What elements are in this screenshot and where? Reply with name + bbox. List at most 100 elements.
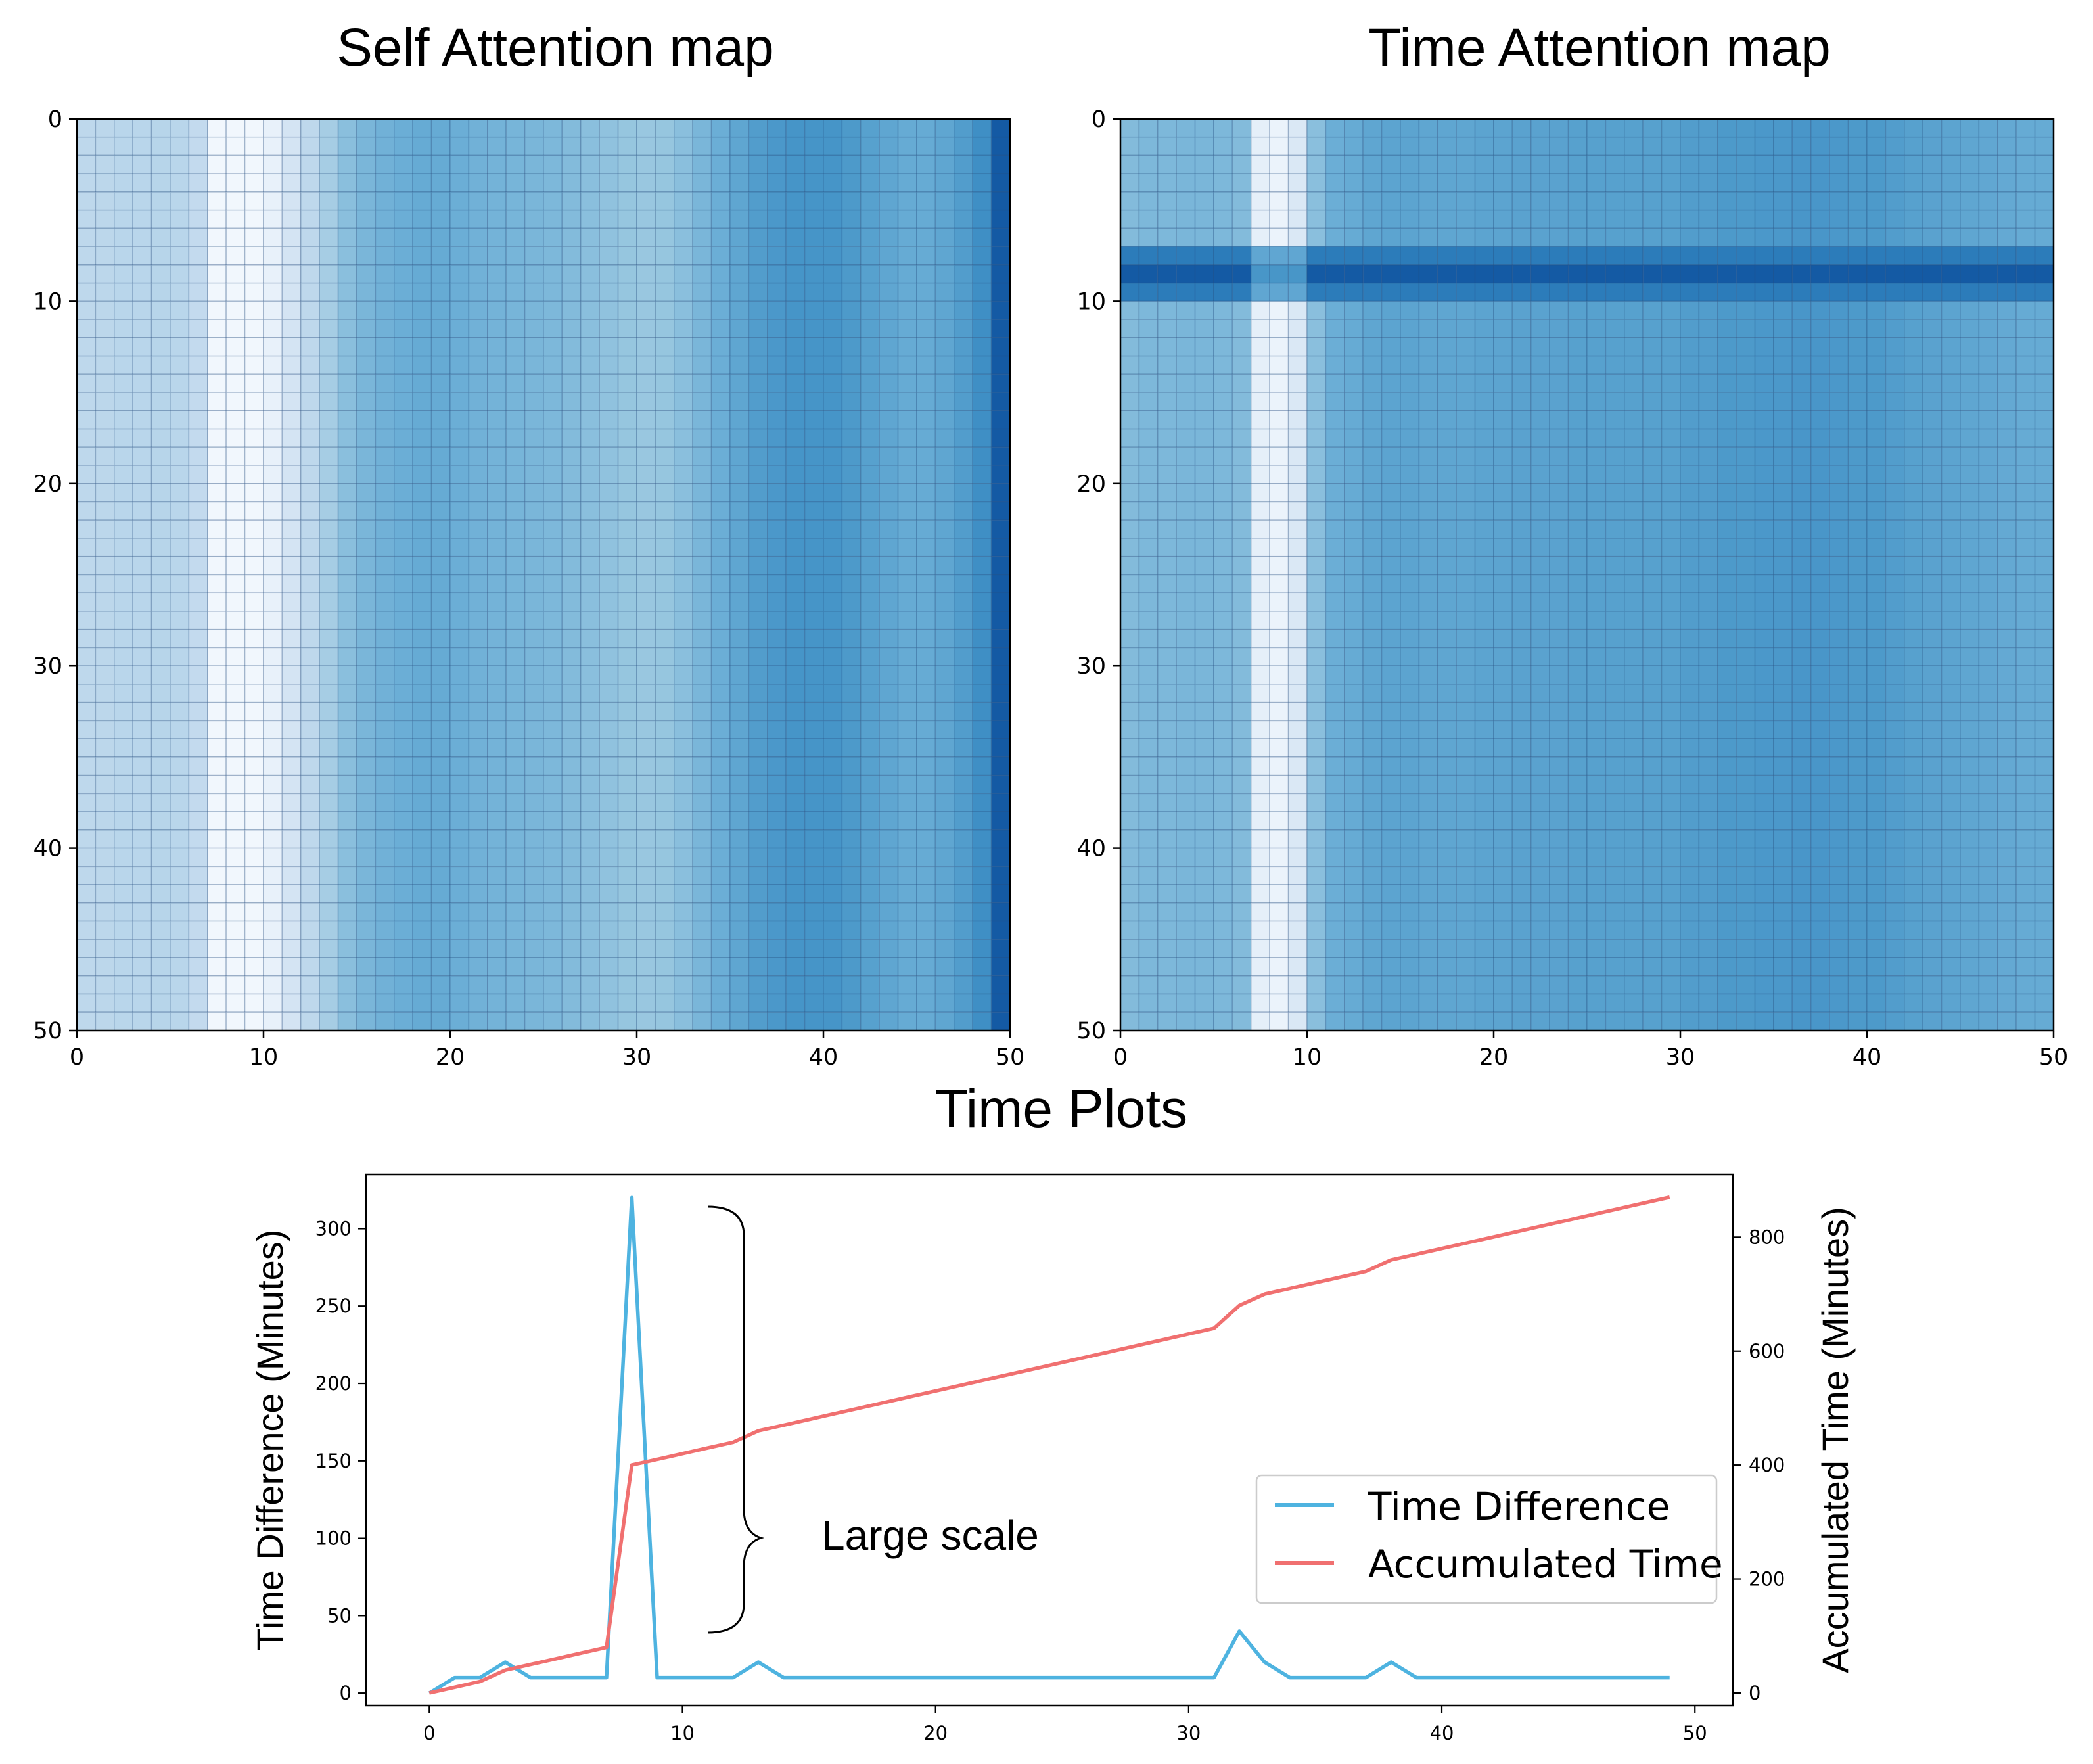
heatmap-cell <box>1344 811 1364 831</box>
heatmap-cell <box>1530 866 1551 885</box>
heatmap-cell <box>934 264 955 284</box>
heatmap-cell <box>95 246 115 266</box>
heatmap-cell <box>1941 136 1961 156</box>
heatmap-cell <box>1885 684 1905 703</box>
heatmap-cell <box>1418 246 1438 266</box>
heatmap-cell <box>468 993 488 1013</box>
heatmap-cell <box>879 738 899 758</box>
heatmap-cell <box>170 665 190 685</box>
heatmap-cell <box>655 684 675 703</box>
heatmap-cell <box>674 592 694 612</box>
heatmap-cell <box>188 939 208 958</box>
heatmap-cell <box>860 902 881 922</box>
heatmap-cell <box>206 866 227 885</box>
heatmap-cell <box>804 373 824 393</box>
heatmap-cell <box>1885 939 1905 958</box>
heatmap-cell <box>337 337 357 357</box>
heatmap-cell <box>1960 993 1980 1013</box>
heatmap-cell <box>1567 738 1588 758</box>
heatmap-cell <box>1437 993 1458 1013</box>
heatmap-cell <box>1698 811 1718 831</box>
heatmap-cell <box>1642 482 1663 503</box>
heatmap-cell <box>505 811 526 831</box>
heatmap-cell <box>76 684 97 703</box>
heatmap-cell <box>580 793 600 812</box>
heatmap-cell <box>2034 684 2054 703</box>
heatmap-cell <box>375 592 395 612</box>
heatmap-cell <box>916 628 936 649</box>
heatmap-cell <box>468 866 488 885</box>
heatmap-cell <box>1680 701 1700 722</box>
heatmap-cell <box>449 392 470 411</box>
heatmap-cell <box>1325 957 1345 977</box>
heatmap-cell <box>1791 701 1812 722</box>
heatmap-cell <box>1138 701 1159 722</box>
heatmap-cell <box>972 264 992 284</box>
heatmap-cell <box>916 337 936 357</box>
heatmap-cell <box>1251 392 1271 411</box>
heatmap-cell <box>1605 538 1625 557</box>
heatmap-cell <box>319 774 339 795</box>
heatmap-cell <box>1978 282 1998 302</box>
heatmap-cell <box>748 920 768 940</box>
heatmap-cell <box>823 136 843 156</box>
heatmap-cell <box>1437 428 1458 448</box>
heatmap-cell <box>1847 410 1868 430</box>
heatmap-cell <box>1997 173 2017 193</box>
heatmap-cell <box>225 118 246 138</box>
heatmap-cell <box>1642 793 1663 812</box>
heatmap-cell <box>692 555 712 576</box>
heatmap-cell <box>972 957 992 977</box>
time-attention-title: Time Attention map <box>1368 18 1830 78</box>
heatmap-cell <box>524 866 544 885</box>
heatmap-cell <box>1120 592 1140 612</box>
heatmap-cell <box>972 701 992 722</box>
heatmap-cell <box>505 227 526 247</box>
heatmap-cell <box>300 373 320 393</box>
heatmap-cell <box>1997 665 2017 685</box>
heatmap-cell <box>2034 701 2054 722</box>
heatmap-cell <box>524 300 544 320</box>
heatmap-cell <box>1904 538 1924 557</box>
heatmap-cell <box>1381 300 1401 320</box>
heatmap-cell <box>561 173 582 193</box>
heatmap-cell <box>76 154 97 175</box>
heatmap-cell <box>1269 811 1289 831</box>
heatmap-cell <box>263 519 283 539</box>
heatmap-cell <box>692 884 712 904</box>
heatmap-cell <box>1474 428 1494 448</box>
heatmap-cell <box>655 264 675 284</box>
heatmap-cell <box>1997 774 2017 795</box>
heatmap-cell <box>281 173 302 193</box>
heatmap-cell <box>954 300 974 320</box>
heatmap-cell <box>1176 738 1196 758</box>
heatmap-cell <box>710 902 731 922</box>
heatmap-cell <box>729 647 750 667</box>
heatmap-cell <box>1885 465 1905 484</box>
heatmap-cell <box>1418 811 1438 831</box>
heatmap-cell <box>188 829 208 849</box>
heatmap-cell <box>804 264 824 284</box>
heatmap-cell <box>468 136 488 156</box>
heatmap-cell <box>449 920 470 940</box>
heatmap-cell <box>150 428 171 448</box>
heatmap-cell <box>785 209 806 229</box>
heatmap-cell <box>1624 684 1644 703</box>
heatmap-cell <box>1138 975 1159 995</box>
heatmap-cell <box>1269 337 1289 357</box>
heatmap-cell <box>430 774 451 795</box>
heatmap-cell <box>1791 574 1812 594</box>
heatmap-cell <box>132 227 152 247</box>
heatmap-cell <box>206 574 227 594</box>
heatmap-cell <box>580 227 600 247</box>
heatmap-cell <box>225 555 246 576</box>
heatmap-cell <box>1325 665 1345 685</box>
heatmap-cell <box>804 246 824 266</box>
heatmap-cell <box>692 647 712 667</box>
heatmap-cell <box>76 227 97 247</box>
heatmap-cell <box>1344 209 1364 229</box>
heatmap-cell <box>1269 446 1289 466</box>
heatmap-cell <box>748 154 768 175</box>
heatmap-cell <box>879 720 899 739</box>
heatmap-cell <box>1511 628 1532 649</box>
